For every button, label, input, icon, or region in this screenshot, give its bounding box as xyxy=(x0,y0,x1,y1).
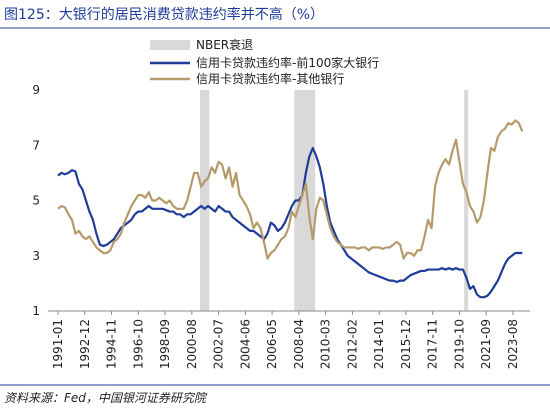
source: 资料来源：Fed，中国银河证券研究院 xyxy=(4,391,208,405)
x-tick-label: 1991-01 xyxy=(51,319,65,369)
x-tick-label: 2008-04 xyxy=(292,319,306,369)
legend-label: NBER衰退 xyxy=(196,37,253,52)
y-tick-label: 5 xyxy=(32,194,40,208)
x-tick-label: 1994-11 xyxy=(105,319,119,369)
x-tick-label: 2006-05 xyxy=(265,319,279,369)
chart-title: 图125：大银行的居民消费贷款违约率并不高（%） xyxy=(4,6,324,23)
x-tick-label: 2010-03 xyxy=(319,319,333,369)
x-tick-label: 2015-12 xyxy=(399,319,413,369)
x-tick-label: 2000-08 xyxy=(185,319,199,369)
recession-band xyxy=(294,90,316,311)
x-tick-label: 2021-09 xyxy=(479,319,493,369)
x-tick-label: 2019-10 xyxy=(452,319,466,369)
series-line xyxy=(57,119,524,260)
x-tick-label: 1992-12 xyxy=(78,319,92,369)
x-tick-label: 2017-11 xyxy=(426,319,440,369)
series-line xyxy=(57,146,523,299)
x-tick-label: 1996-10 xyxy=(131,319,145,369)
x-tick-label: 2014-01 xyxy=(372,319,386,369)
y-tick-label: 7 xyxy=(32,138,40,152)
recession-band xyxy=(199,90,210,311)
x-tick-label: 2023-08 xyxy=(506,319,520,369)
x-tick-label: 2012-02 xyxy=(345,319,359,369)
x-tick-label: 2002-07 xyxy=(212,319,226,369)
y-tick-label: 3 xyxy=(32,249,40,263)
legend-swatch xyxy=(150,40,190,50)
legend-label: 信用卡贷款违约率-前100家大银行 xyxy=(196,55,379,70)
y-tick-label: 9 xyxy=(32,83,40,97)
x-tick-label: 1998-09 xyxy=(158,319,172,369)
y-tick-label: 1 xyxy=(32,304,40,318)
recession-band xyxy=(464,90,469,311)
x-tick-label: 2004-06 xyxy=(238,319,252,369)
legend-label: 信用卡贷款违约率-其他银行 xyxy=(196,71,344,86)
